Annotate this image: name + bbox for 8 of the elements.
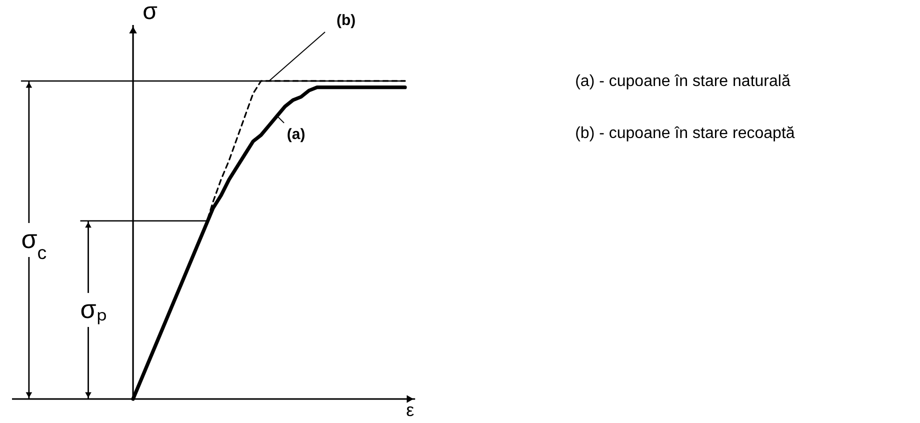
- text: (b) - cupoane în stare recoaptă: [575, 125, 795, 142]
- series-label: (a): [286, 126, 306, 143]
- x-axis-title: ε: [406, 400, 414, 420]
- y-axis-title: σ: [142, 0, 158, 25]
- legend-label: σ$_{c}$: [21, 224, 47, 262]
- ref-line-label: σₚ: [80, 294, 106, 325]
- text: (b): [336, 12, 356, 29]
- text: (a) - cupoane în stare naturală: [575, 73, 790, 90]
